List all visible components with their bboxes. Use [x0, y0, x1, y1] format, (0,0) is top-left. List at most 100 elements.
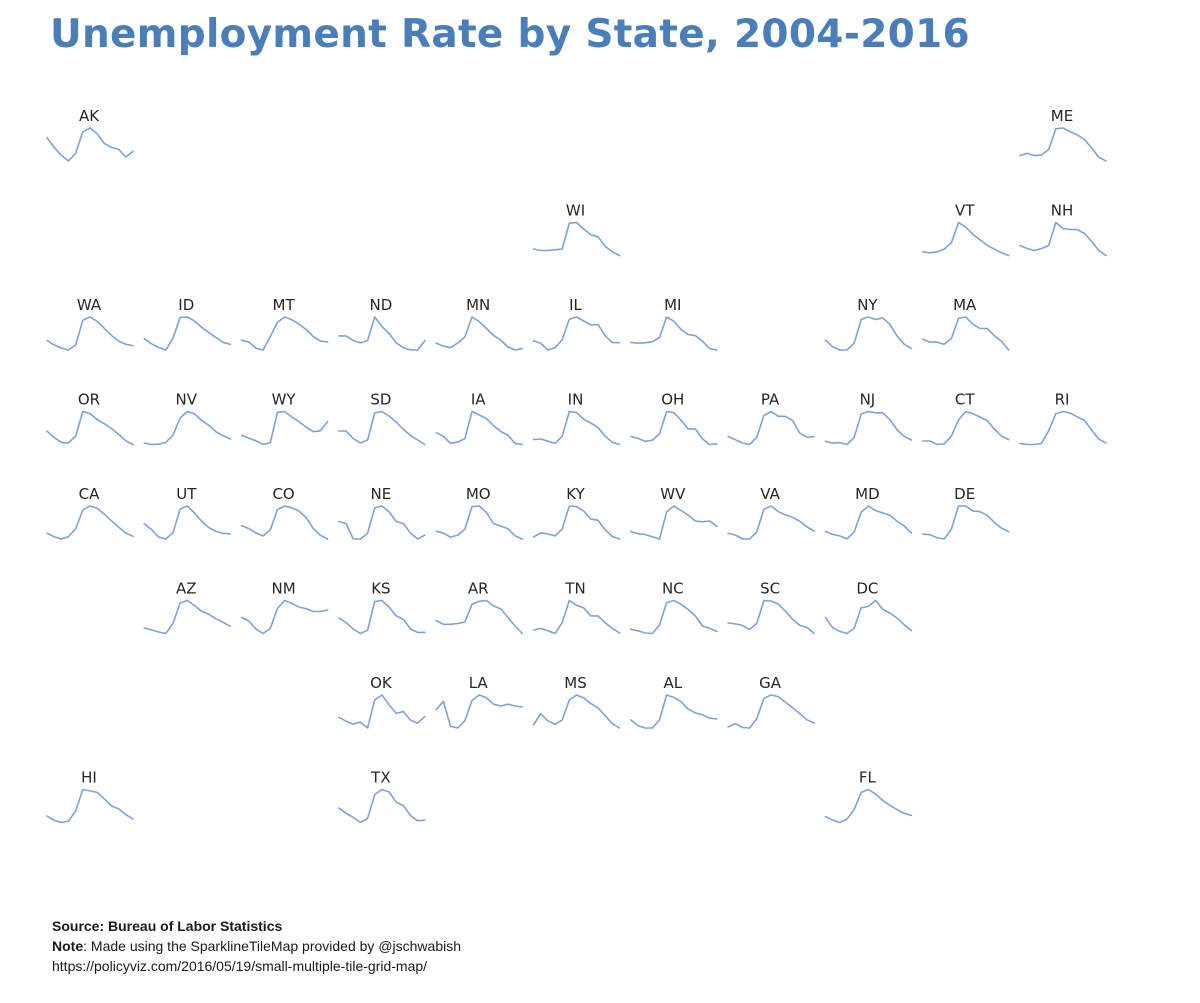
- sparkline-fl: [824, 788, 913, 824]
- sparkline-ok: [338, 694, 426, 729]
- sparkline-co: [240, 505, 329, 540]
- state-label: NC: [662, 580, 684, 598]
- state-label: AR: [468, 580, 489, 598]
- state-label: NH: [1051, 202, 1074, 220]
- sparkline-mn: [435, 316, 524, 351]
- sparkline-tn: [532, 599, 621, 635]
- state-tile-va: VA: [727, 485, 815, 540]
- state-label: FL: [859, 769, 877, 787]
- sparkline-mo: [435, 505, 524, 540]
- sparkline-ca: [46, 505, 134, 540]
- state-label: DC: [856, 580, 878, 598]
- sparkline-la: [435, 694, 524, 729]
- sparkline-ks: [338, 599, 426, 635]
- sparkline-az: [143, 599, 232, 635]
- state-label: PA: [761, 391, 780, 409]
- state-tile-nh: NH: [1019, 202, 1107, 257]
- state-tile-id: ID: [143, 296, 232, 351]
- state-label: VT: [955, 202, 975, 220]
- state-tile-ky: KY: [532, 485, 621, 540]
- state-label: IN: [568, 391, 584, 409]
- state-tile-ia: IA: [435, 391, 524, 446]
- state-label: IL: [569, 296, 582, 314]
- sparkline-id: [143, 316, 232, 351]
- footer: Source: Bureau of Labor Statistics Note:…: [52, 916, 461, 976]
- sparkline-hi: [46, 788, 134, 824]
- sparkline-ma: [921, 316, 1010, 351]
- sparkline-il: [532, 316, 621, 351]
- state-label: AK: [79, 107, 100, 125]
- sparkline-dc: [824, 599, 913, 635]
- state-label: MT: [273, 296, 296, 314]
- sparkline-pa: [727, 410, 815, 446]
- state-label: RI: [1055, 391, 1070, 409]
- made-with-note: Note: Made using the SparklineTileMap pr…: [52, 936, 461, 956]
- state-tile-wv: WV: [629, 485, 718, 540]
- sparkline-mi: [629, 316, 718, 351]
- state-label: MA: [953, 296, 977, 314]
- state-label: WV: [660, 485, 686, 503]
- sparkline-ar: [435, 599, 524, 635]
- sparkline-nc: [629, 599, 718, 635]
- sparkline-nm: [240, 599, 329, 635]
- state-tile-ca: CA: [46, 485, 134, 540]
- sparkline-in: [532, 410, 621, 446]
- sparkline-wa: [46, 316, 134, 351]
- sparkline-ct: [921, 410, 1010, 446]
- sparkline-ia: [435, 410, 524, 446]
- state-tile-oh: OH: [629, 391, 718, 446]
- state-label: NV: [176, 391, 198, 409]
- state-tile-hi: HI: [46, 769, 134, 824]
- state-tile-ny: NY: [824, 296, 913, 351]
- state-tile-sc: SC: [727, 580, 815, 635]
- sparkline-ri: [1019, 410, 1107, 446]
- state-label: DE: [954, 485, 975, 503]
- state-label: HI: [81, 769, 97, 787]
- sparkline-ne: [338, 505, 426, 540]
- state-tile-mn: MN: [435, 296, 524, 351]
- state-tile-co: CO: [240, 485, 329, 540]
- sparkline-ut: [143, 505, 232, 540]
- state-label: CO: [272, 485, 294, 503]
- sparkline-ky: [532, 505, 621, 540]
- state-label: NY: [857, 296, 878, 314]
- sparkline-or: [46, 410, 134, 446]
- state-label: AZ: [176, 580, 197, 598]
- state-tile-pa: PA: [727, 391, 815, 446]
- state-tile-wa: WA: [46, 296, 134, 351]
- state-label: CA: [79, 485, 100, 503]
- sparkline-nd: [338, 316, 426, 351]
- state-tile-or: OR: [46, 391, 134, 446]
- state-label: WY: [272, 391, 297, 409]
- state-tile-nc: NC: [629, 580, 718, 635]
- state-tile-vt: VT: [921, 202, 1010, 257]
- note-label: Note: [52, 938, 84, 954]
- state-tile-nj: NJ: [824, 391, 913, 446]
- state-label: OH: [661, 391, 684, 409]
- state-tile-la: LA: [435, 674, 524, 729]
- state-tile-ut: UT: [143, 485, 232, 540]
- state-label: OK: [370, 674, 393, 692]
- sparkline-wy: [240, 410, 329, 446]
- state-label: WA: [77, 296, 102, 314]
- sparkline-de: [921, 505, 1010, 540]
- state-tile-az: AZ: [143, 580, 232, 635]
- state-label: MD: [855, 485, 880, 503]
- state-label: KS: [371, 580, 390, 598]
- state-tile-de: DE: [921, 485, 1010, 540]
- source-note: Source: Bureau of Labor Statistics: [52, 918, 283, 934]
- state-label: MI: [664, 296, 681, 314]
- state-tile-wy: WY: [240, 391, 329, 446]
- sparkline-me: [1019, 127, 1107, 162]
- state-label: CT: [955, 391, 975, 409]
- state-tile-ar: AR: [435, 580, 524, 635]
- state-label: OR: [78, 391, 100, 409]
- state-tile-md: MD: [824, 485, 913, 540]
- sparkline-md: [824, 505, 913, 540]
- state-label: TN: [564, 580, 585, 598]
- state-tile-ks: KS: [338, 580, 426, 635]
- sparkline-va: [727, 505, 815, 540]
- sparkline-al: [629, 694, 718, 729]
- state-tile-ne: NE: [338, 485, 426, 540]
